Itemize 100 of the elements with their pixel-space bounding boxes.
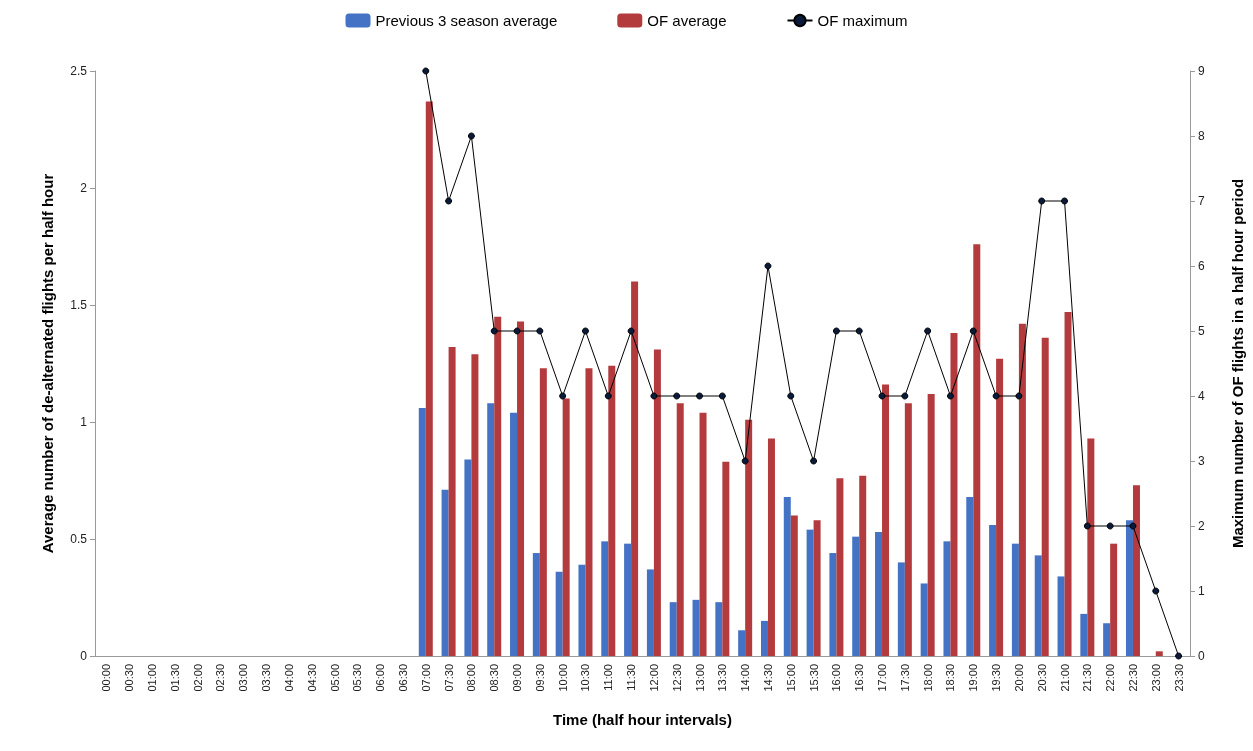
bar [927, 393, 935, 656]
point [513, 327, 521, 335]
x-tick-label: 12:00 [647, 664, 660, 692]
x-tick-label: 01:30 [168, 664, 181, 692]
point [422, 67, 430, 75]
x-tick-label: 18:00 [921, 664, 934, 692]
bar [715, 602, 723, 656]
point [787, 392, 795, 400]
x-tick-label: 19:30 [990, 664, 1003, 692]
point [855, 327, 863, 335]
bar [539, 368, 547, 656]
point [445, 197, 453, 205]
x-tick-label: 23:00 [1149, 664, 1162, 692]
bar [631, 281, 639, 656]
bar [669, 602, 677, 656]
point [1083, 522, 1091, 530]
bar [790, 515, 798, 656]
bar [608, 365, 616, 656]
bar [1018, 323, 1026, 656]
bar [722, 461, 730, 656]
bar [1125, 520, 1133, 656]
bar [989, 524, 997, 656]
x-tick-label: 09:00 [511, 664, 524, 692]
x-tick-label: 02:00 [191, 664, 204, 692]
bar [767, 438, 775, 656]
x-tick-label: 21:00 [1058, 664, 1071, 692]
bar [1057, 576, 1065, 656]
x-tick-label: 03:00 [237, 664, 250, 692]
bar [1132, 485, 1140, 656]
bar [996, 358, 1004, 656]
x-tick-label: 05:00 [328, 664, 341, 692]
x-tick-label: 23:30 [1172, 664, 1185, 692]
x-tick-label: 22:30 [1126, 664, 1139, 692]
bar [1011, 543, 1019, 656]
point [969, 327, 977, 335]
y2-tick-label: 3 [1198, 454, 1205, 468]
point [581, 327, 589, 335]
bar [1155, 651, 1163, 656]
y-tick-label: 1 [80, 415, 88, 429]
x-tick-label: 10:30 [579, 664, 592, 692]
point [627, 327, 635, 335]
x-tick-label: 14:30 [761, 664, 774, 692]
x-tick-label: 08:00 [465, 664, 478, 692]
point [536, 327, 544, 335]
x-tick-label: 08:30 [488, 664, 501, 692]
bar [624, 543, 632, 656]
bar [1034, 555, 1042, 656]
point [992, 392, 1000, 400]
point [673, 392, 681, 400]
bar [920, 583, 928, 656]
bar [562, 398, 570, 656]
x-tick-label: 22:00 [1104, 664, 1117, 692]
bar [813, 520, 821, 656]
x-tick-label: 02:30 [214, 664, 227, 692]
point [559, 392, 567, 400]
x-tick-label: 20:30 [1035, 664, 1048, 692]
x-tick-label: 13:30 [716, 664, 729, 692]
bar [897, 562, 905, 656]
bar [441, 489, 449, 656]
legend-label: OF average [647, 12, 727, 29]
y-tick-label: 2 [80, 181, 88, 195]
bar [585, 368, 593, 656]
point [1129, 522, 1137, 530]
x-tick-label: 12:30 [670, 664, 683, 692]
point [1106, 522, 1114, 530]
point [764, 262, 772, 270]
x-tick-label: 04:30 [305, 664, 318, 692]
bar [1041, 337, 1049, 656]
point [1175, 652, 1183, 660]
point [810, 457, 818, 465]
y-tick-label: 2.5 [70, 64, 88, 78]
point [718, 392, 726, 400]
bar [578, 564, 586, 656]
point [924, 327, 932, 335]
y2-tick-label: 5 [1198, 324, 1205, 338]
bar [1064, 312, 1072, 656]
x-tick-label: 00:00 [100, 664, 113, 692]
y2-tick-label: 2 [1198, 519, 1205, 533]
bar [555, 571, 563, 656]
x-tick-label: 20:00 [1012, 664, 1025, 692]
point [1038, 197, 1046, 205]
bar [836, 478, 844, 656]
bar [904, 403, 912, 656]
point [604, 392, 612, 400]
bar [882, 384, 890, 656]
x-tick-label: 05:30 [351, 664, 364, 692]
bar [745, 419, 753, 656]
bar [1110, 543, 1118, 656]
x-tick-label: 06:30 [396, 664, 409, 692]
x-tick-label: 17:30 [898, 664, 911, 692]
bar [532, 553, 540, 656]
y-tick-label: 1.5 [70, 298, 88, 312]
bar [760, 620, 768, 656]
x-tick-label: 06:00 [374, 664, 387, 692]
bar [646, 569, 654, 656]
bar [1080, 613, 1088, 656]
bar [601, 541, 609, 656]
bar [1087, 438, 1095, 656]
point [741, 457, 749, 465]
bar [487, 403, 495, 656]
